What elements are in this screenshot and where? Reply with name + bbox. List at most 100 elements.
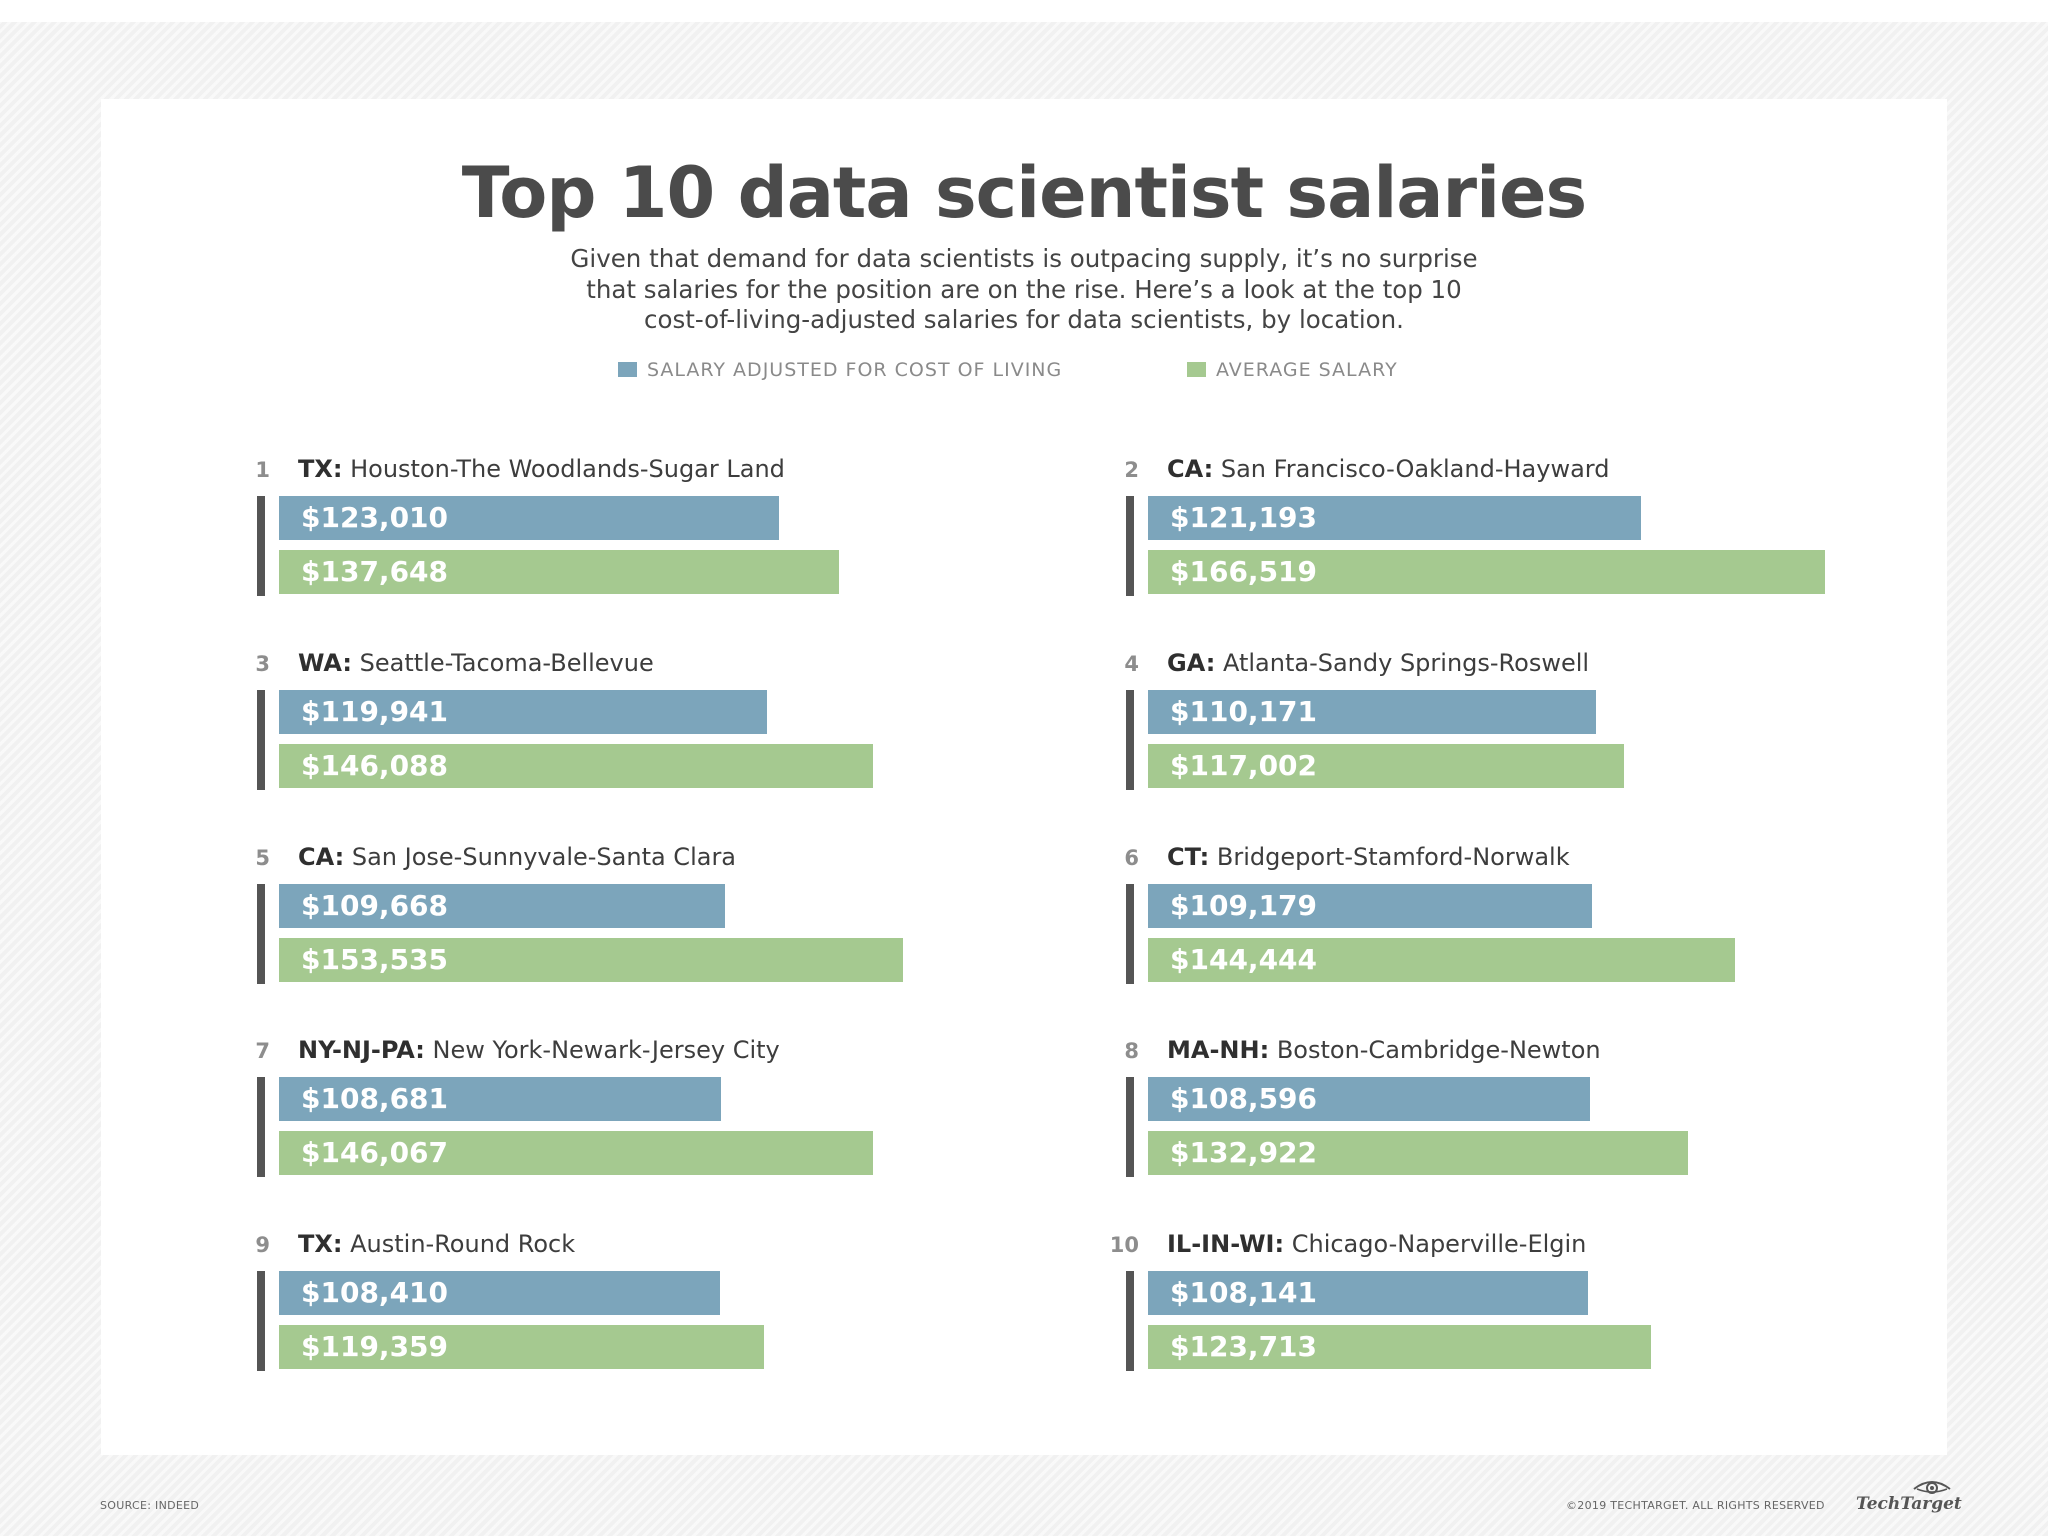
location-metro: Bridgeport-Stamford-Norwalk [1209, 843, 1570, 871]
location-metro: New York-Newark-Jersey City [424, 1036, 780, 1064]
location-label: WA: Seattle-Tacoma-Bellevue [298, 649, 654, 677]
location-label: MA-NH: Boston-Cambridge-Newton [1167, 1036, 1601, 1064]
value-label-average: $144,444 [1170, 943, 1318, 976]
bar-adjusted [1148, 690, 1596, 734]
location-label: CA: San Jose-Sunnyvale-Santa Clara [298, 843, 736, 871]
location-state: NY-NJ-PA: [298, 1036, 425, 1064]
source-note: SOURCE: INDEED [100, 1499, 200, 1512]
legend-label-adjusted: SALARY ADJUSTED FOR COST OF LIVING [647, 359, 1063, 381]
location-metro: Houston-The Woodlands-Sugar Land [342, 455, 785, 483]
logo-text: TechTarget [1856, 1494, 1962, 1514]
rank-number: 4 [1124, 652, 1139, 676]
rank-number: 7 [255, 1039, 270, 1063]
value-label-average: $166,519 [1170, 555, 1318, 588]
bar-average [279, 938, 903, 982]
bar-adjusted [279, 1077, 721, 1121]
rank-number: 6 [1124, 846, 1139, 870]
location-metro: Boston-Cambridge-Newton [1269, 1036, 1601, 1064]
bar-average [1148, 1131, 1688, 1175]
rank-number: 8 [1124, 1039, 1139, 1063]
location-label: NY-NJ-PA: New York-Newark-Jersey City [298, 1036, 780, 1064]
value-label-adjusted: $123,010 [301, 501, 449, 534]
location-state: GA: [1167, 649, 1216, 677]
location-state: WA: [298, 649, 353, 677]
legend-swatch-average [1187, 362, 1206, 377]
bar-average [279, 550, 839, 594]
value-label-average: $132,922 [1170, 1136, 1318, 1169]
location-state: MA-NH: [1167, 1036, 1270, 1064]
location-state: TX: [298, 1230, 343, 1258]
location-label: IL-IN-WI: Chicago-Naperville-Elgin [1167, 1230, 1586, 1258]
bar-adjusted [279, 884, 725, 928]
location-metro: Seattle-Tacoma-Bellevue [352, 649, 654, 677]
legend-label-average: AVERAGE SALARY [1216, 359, 1398, 381]
accent-line [1126, 1271, 1134, 1371]
location-metro: San Francisco-Oakland-Hayward [1213, 455, 1610, 483]
value-label-adjusted: $109,179 [1170, 889, 1318, 922]
rank-number: 5 [255, 846, 270, 870]
location-label: TX: Austin-Round Rock [298, 1230, 575, 1258]
bar-average [1148, 550, 1825, 594]
location-state: CA: [1167, 455, 1214, 483]
location-metro: San Jose-Sunnyvale-Santa Clara [344, 843, 737, 871]
bar-adjusted [1148, 884, 1592, 928]
accent-line [1126, 496, 1134, 596]
value-label-adjusted: $121,193 [1170, 501, 1318, 534]
rank-number: 2 [1124, 458, 1139, 482]
accent-line [1126, 1077, 1134, 1177]
bar-average [279, 1325, 764, 1369]
value-label-average: $153,535 [301, 943, 449, 976]
location-label: GA: Atlanta-Sandy Springs-Roswell [1167, 649, 1589, 677]
location-label: CA: San Francisco-Oakland-Hayward [1167, 455, 1609, 483]
location-state: CT: [1167, 843, 1210, 871]
subtitle-line: that salaries for the position are on th… [586, 274, 1462, 304]
accent-line [1126, 690, 1134, 790]
location-label: CT: Bridgeport-Stamford-Norwalk [1167, 843, 1570, 871]
rank-number: 1 [255, 458, 270, 482]
bar-adjusted [279, 496, 779, 540]
location-label: TX: Houston-The Woodlands-Sugar Land [298, 455, 785, 483]
accent-line [257, 1271, 265, 1371]
location-state: CA: [298, 843, 345, 871]
value-label-adjusted: $108,596 [1170, 1082, 1318, 1115]
bar-average [1148, 1325, 1651, 1369]
bar-adjusted [279, 1271, 720, 1315]
location-state: IL-IN-WI: [1167, 1230, 1285, 1258]
bar-average [279, 744, 873, 788]
copyright-note: ©2019 TECHTARGET. ALL RIGHTS RESERVED [1566, 1499, 1825, 1512]
accent-line [257, 1077, 265, 1177]
rank-number: 9 [255, 1233, 270, 1257]
value-label-average: $146,088 [301, 749, 449, 782]
value-label-average: $117,002 [1170, 749, 1318, 782]
subtitle-line: Given that demand for data scientists is… [570, 244, 1478, 273]
chart-title: Top 10 data scientist salaries [461, 152, 1587, 234]
techtarget-logo: TechTarget [1856, 1478, 1962, 1514]
value-label-adjusted: $108,681 [301, 1082, 449, 1115]
accent-line [1126, 884, 1134, 984]
value-label-adjusted: $119,941 [301, 695, 449, 728]
chart-subtitle: Given that demand for data scientists is… [374, 244, 1674, 336]
location-metro: Austin-Round Rock [342, 1230, 576, 1258]
legend-swatch-adjusted [618, 362, 637, 377]
value-label-average: $146,067 [301, 1136, 449, 1169]
bar-adjusted [1148, 1077, 1590, 1121]
accent-line [257, 690, 265, 790]
value-label-average: $119,359 [301, 1330, 449, 1363]
accent-line [257, 884, 265, 984]
value-label-average: $123,713 [1170, 1330, 1318, 1363]
accent-line [257, 496, 265, 596]
bar-adjusted [1148, 496, 1641, 540]
bar-adjusted [279, 690, 767, 734]
bar-adjusted [1148, 1271, 1588, 1315]
legend-item-average: AVERAGE SALARY [1187, 359, 1398, 385]
location-metro: Chicago-Naperville-Elgin [1284, 1230, 1587, 1258]
location-state: TX: [298, 455, 343, 483]
bar-average [1148, 938, 1735, 982]
top-strip [0, 0, 2048, 22]
rank-number: 10 [1109, 1233, 1139, 1257]
value-label-average: $137,648 [301, 555, 449, 588]
value-label-adjusted: $109,668 [301, 889, 449, 922]
legend-item-adjusted: SALARY ADJUSTED FOR COST OF LIVING [618, 359, 1062, 385]
value-label-adjusted: $108,141 [1170, 1276, 1318, 1309]
